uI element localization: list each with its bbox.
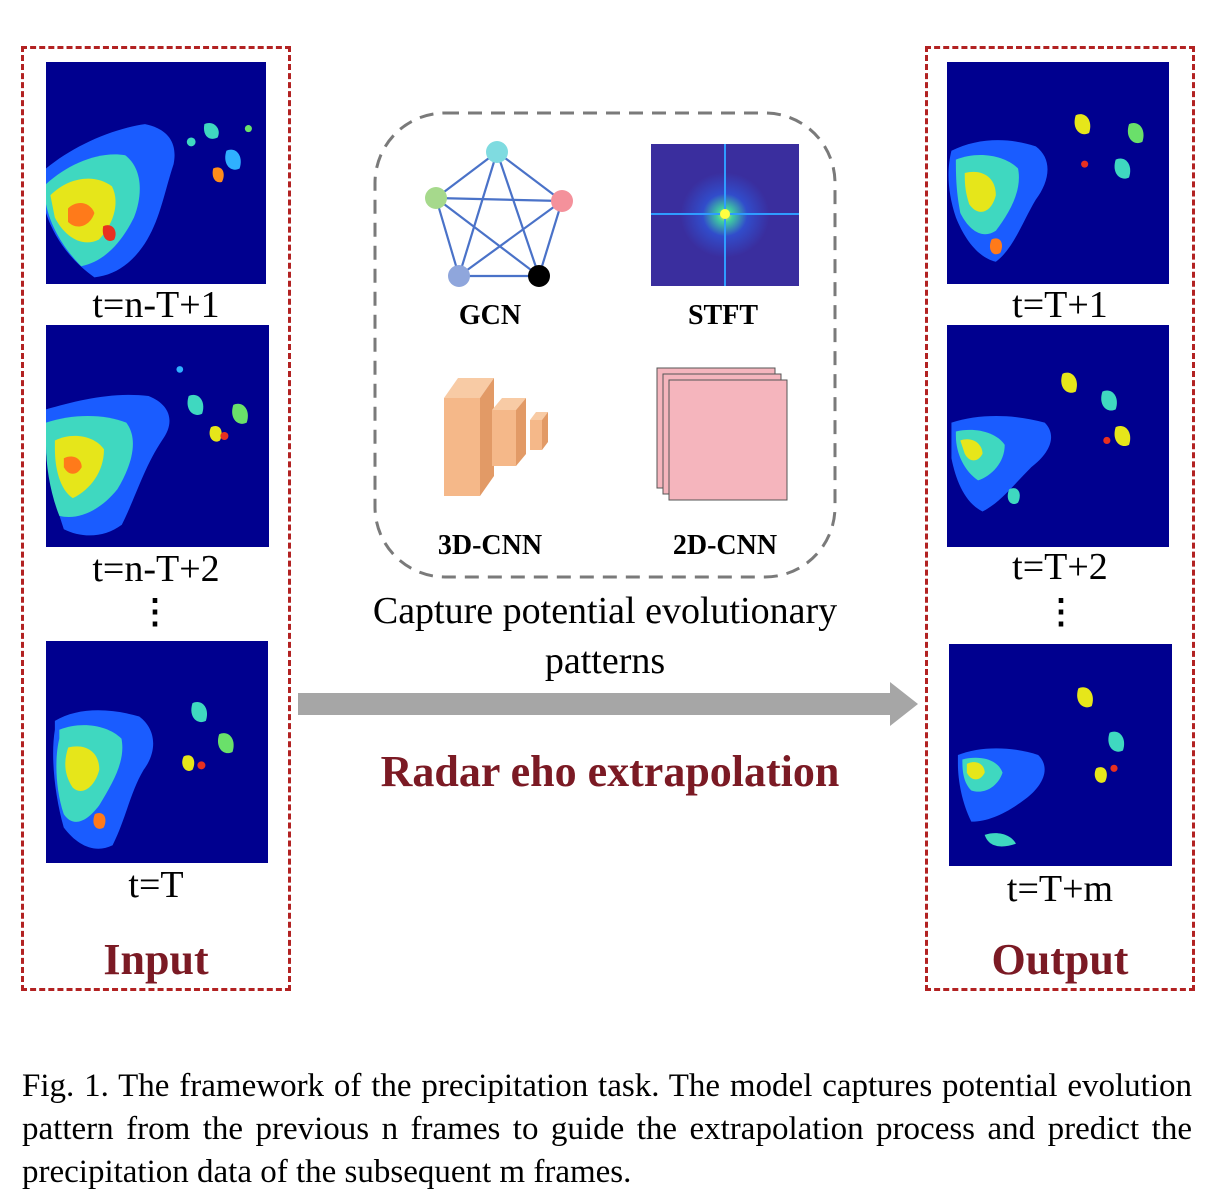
gcn-node-bottom-right xyxy=(528,265,550,287)
output-radar-frame-1 xyxy=(947,62,1169,284)
input-frame-label-1: t=n-T+1 xyxy=(92,284,220,326)
output-radar-frame-3 xyxy=(949,644,1172,866)
stft-spectrum-icon xyxy=(651,144,799,286)
cnn3d-label: 3D-CNN xyxy=(437,530,543,561)
output-frame-label-3: t=T+m xyxy=(1006,868,1114,910)
gcn-node-top xyxy=(486,141,508,163)
gcn-node-right xyxy=(551,190,573,212)
output-ellipsis: ⋮ xyxy=(1044,594,1078,631)
output-frame-label-2: t=T+2 xyxy=(1012,546,1108,588)
input-frame-label-2: t=n-T+2 xyxy=(92,548,220,590)
gcn-graph-icon xyxy=(425,141,573,287)
output-box xyxy=(925,46,1195,991)
cnn2d-maps-icon xyxy=(656,367,788,501)
input-title: Input xyxy=(103,935,209,984)
output-title: Output xyxy=(991,935,1129,984)
arrow-label: Radar eho extrapolation xyxy=(380,747,840,796)
extrapolation-arrow xyxy=(298,682,918,726)
gcn-label: GCN xyxy=(458,300,522,331)
cnn3d-blocks-icon xyxy=(444,378,548,496)
input-box xyxy=(21,46,291,991)
figure-caption: Fig. 1. The framework of the precipitati… xyxy=(22,1068,1192,1190)
output-radar-frame-2 xyxy=(947,325,1169,547)
input-radar-frame-3 xyxy=(46,641,268,863)
cnn2d-label: 2D-CNN xyxy=(672,530,778,561)
input-radar-frame-2 xyxy=(46,325,269,547)
center-caption: Capture potential evolutionary patterns xyxy=(372,590,838,682)
stft-label: STFT xyxy=(687,300,759,331)
input-frame-label-3: t=T xyxy=(128,864,184,906)
gcn-node-left xyxy=(425,187,447,209)
gcn-node-bottom-left xyxy=(448,265,470,287)
module-panel xyxy=(373,111,837,579)
input-ellipsis: ⋮ xyxy=(138,594,172,631)
input-radar-frame-1 xyxy=(46,62,266,284)
output-frame-label-1: t=T+1 xyxy=(1012,284,1108,326)
